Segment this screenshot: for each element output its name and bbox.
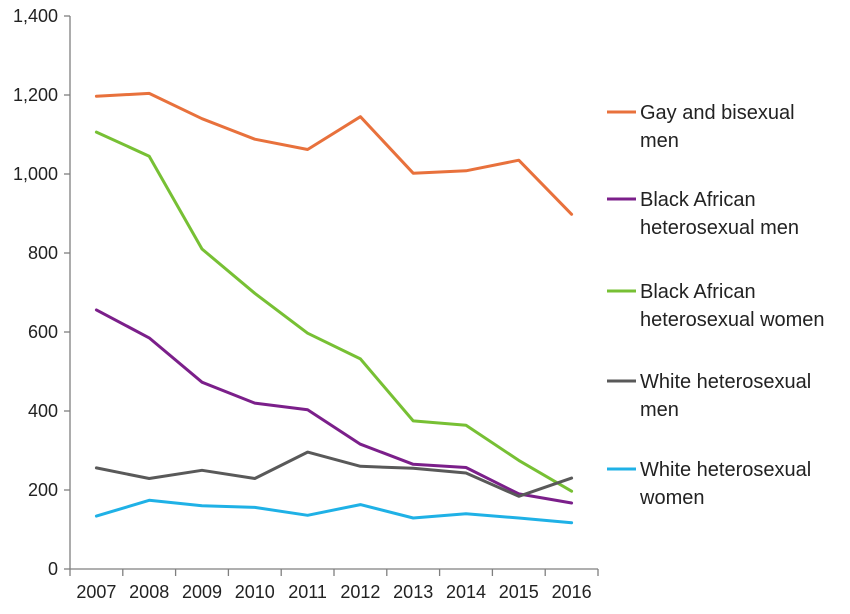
x-tick-label: 2011 [288, 582, 327, 602]
x-tick-label: 2014 [446, 582, 486, 602]
legend-label-0: Gay and bisexual [640, 102, 795, 124]
legend-label-4: women [639, 487, 704, 509]
series-line-1 [94, 308, 574, 505]
y-tick-label: 1,200 [13, 85, 58, 105]
series-layer [94, 91, 574, 525]
chart-axes: 0 200 400 600 800 1,000 1,200 1,400 2007 2008 2009… [13, 6, 599, 602]
series-line-3 [94, 450, 574, 498]
legend-label-2: Black African [640, 281, 756, 303]
x-tick-label: 2009 [182, 582, 222, 602]
legend-label-2: heterosexual women [640, 309, 825, 331]
y-tick-label: 1,000 [13, 164, 58, 184]
legend-label-1: Black African [640, 189, 756, 211]
x-tick-label: 2012 [340, 582, 380, 602]
y-tick-label: 200 [28, 480, 58, 500]
series-line-0 [94, 91, 574, 216]
legend-label-3: men [640, 399, 679, 421]
x-tick-label: 2016 [552, 582, 592, 602]
chart-legend: Gay and bisexual men Black African heterose… [607, 102, 825, 509]
legend-label-1: heterosexual men [640, 217, 799, 239]
y-tick-label: 1,400 [13, 6, 58, 26]
x-tick-label: 2007 [76, 582, 116, 602]
series-line-4 [94, 498, 574, 525]
y-tick-label: 400 [28, 401, 58, 421]
x-tick-label: 2015 [499, 582, 539, 602]
x-tick-label: 2010 [235, 582, 275, 602]
y-tick-label: 0 [48, 559, 58, 579]
y-tick-label: 600 [28, 322, 58, 342]
legend-label-0: men [640, 130, 679, 152]
y-tick-label: 800 [28, 243, 58, 263]
x-tick-label: 2013 [393, 582, 433, 602]
series-line-2 [94, 130, 574, 493]
legend-label-4: White heterosexual [640, 459, 811, 481]
legend-label-3: White heterosexual [640, 371, 811, 393]
x-tick-label: 2008 [129, 582, 169, 602]
